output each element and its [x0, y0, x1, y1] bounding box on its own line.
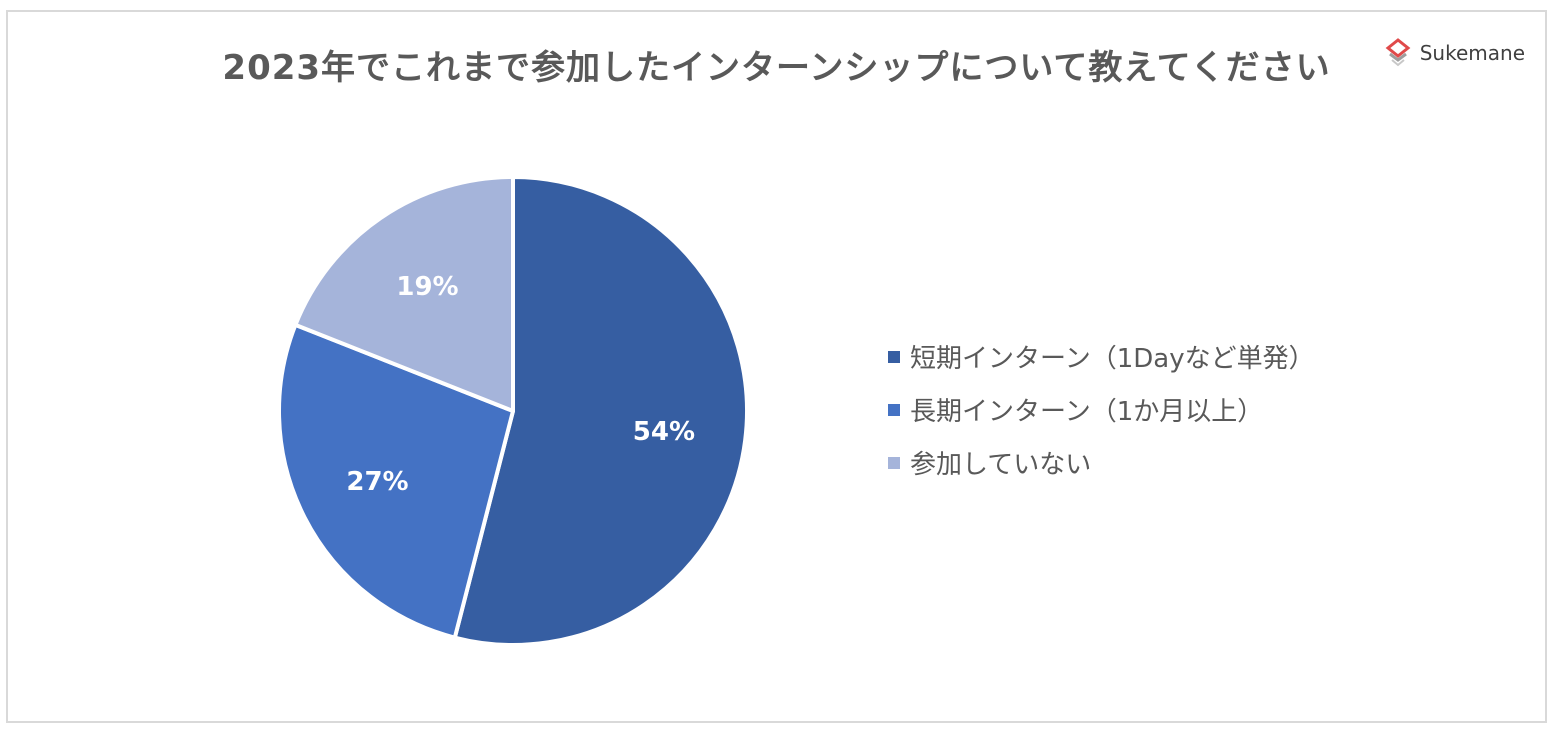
- chart-title: 2023年でこれまで参加したインターンシップについて教えてください: [222, 48, 1331, 88]
- legend-item-long-internship: 長期インターン（1か月以上）: [888, 383, 1315, 436]
- legend-item-not-participated: 参加していない: [888, 436, 1315, 489]
- legend-label: 短期インターン（1Dayなど単発）: [910, 344, 1315, 374]
- pie-slice: [293, 175, 515, 413]
- brand-name: Sukemane: [1419, 41, 1525, 65]
- chart-frame: [6, 10, 1547, 723]
- brand-logo: Sukemane: [1384, 38, 1525, 68]
- legend-label: 長期インターン（1か月以上）: [910, 397, 1264, 427]
- legend-item-short-internship: 短期インターン（1Dayなど単発）: [888, 330, 1315, 383]
- pie-data-label: 19%: [396, 272, 458, 302]
- sukemane-logo-icon: [1385, 38, 1411, 67]
- legend-swatch: [888, 350, 900, 363]
- pie-data-label: 54%: [633, 417, 695, 447]
- legend-swatch: [888, 456, 900, 469]
- legend-label: 参加していない: [910, 450, 1092, 480]
- pie-slice: [452, 175, 749, 647]
- chart-legend: 短期インターン（1Dayなど単発） 長期インターン（1か月以上） 参加していない: [888, 330, 1315, 489]
- pie-slice: [277, 322, 515, 640]
- legend-swatch: [888, 403, 900, 416]
- pie-data-label: 27%: [346, 467, 408, 497]
